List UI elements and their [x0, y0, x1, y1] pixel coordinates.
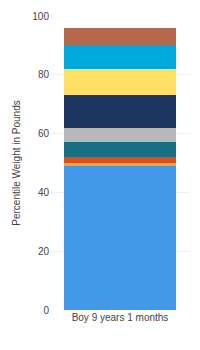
svg-text:Percentile Weight in Pounds: Percentile Weight in Pounds: [11, 100, 22, 225]
svg-text:20: 20: [38, 246, 50, 257]
svg-text:Boy 9 years 1 months: Boy 9 years 1 months: [72, 312, 169, 323]
svg-text:80: 80: [38, 69, 50, 80]
svg-text:100: 100: [32, 11, 49, 22]
svg-text:60: 60: [38, 128, 50, 139]
svg-text:0: 0: [43, 305, 49, 316]
svg-text:40: 40: [38, 187, 50, 198]
